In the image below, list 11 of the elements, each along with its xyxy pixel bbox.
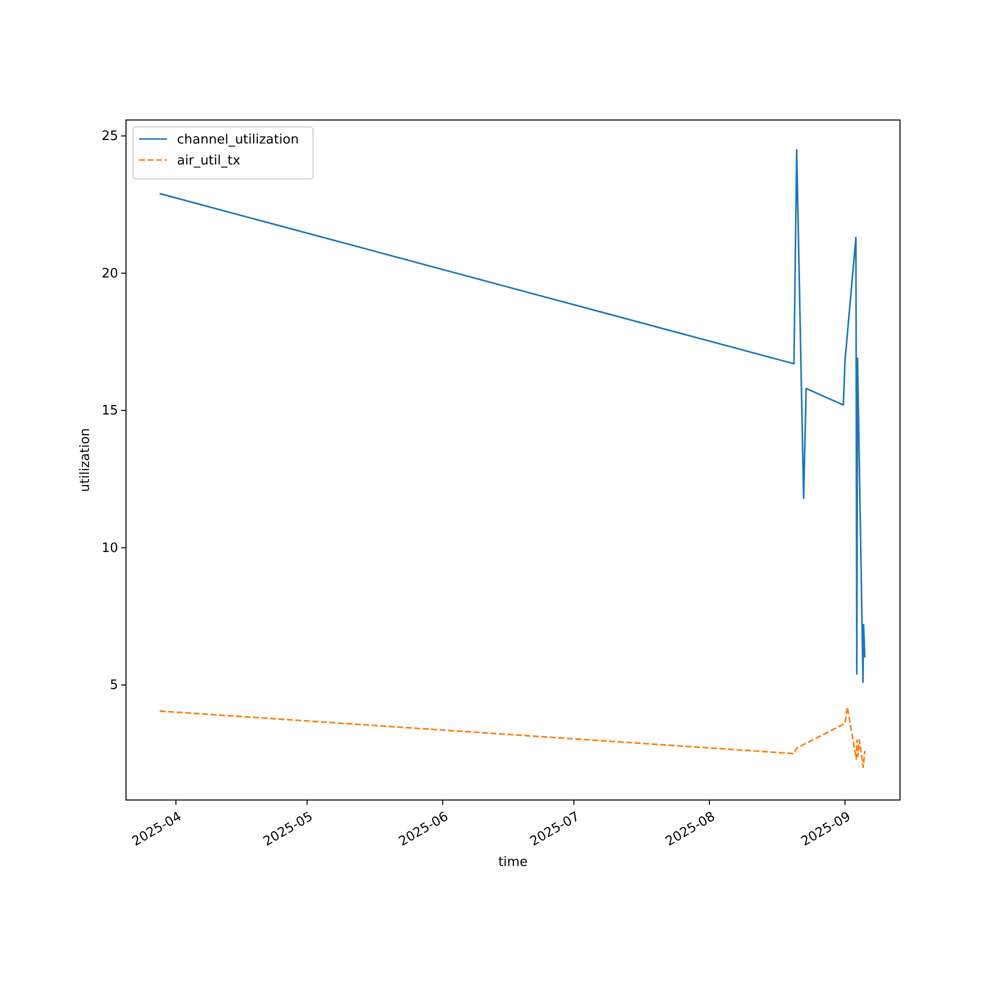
- x-axis-title: time: [498, 855, 528, 870]
- y-tick-label: 5: [110, 678, 118, 694]
- legend-label: air_util_tx: [177, 154, 241, 168]
- y-tick-label: 10: [102, 540, 118, 556]
- y-axis-title: utilization: [78, 428, 93, 492]
- line-series: [158, 148, 866, 684]
- legend-label: channel_utilization: [177, 132, 299, 148]
- y-tick-label: 20: [102, 266, 118, 282]
- y-tick-label: 15: [102, 404, 118, 419]
- y-tick-label: 25: [102, 129, 118, 144]
- line-series: [158, 706, 866, 768]
